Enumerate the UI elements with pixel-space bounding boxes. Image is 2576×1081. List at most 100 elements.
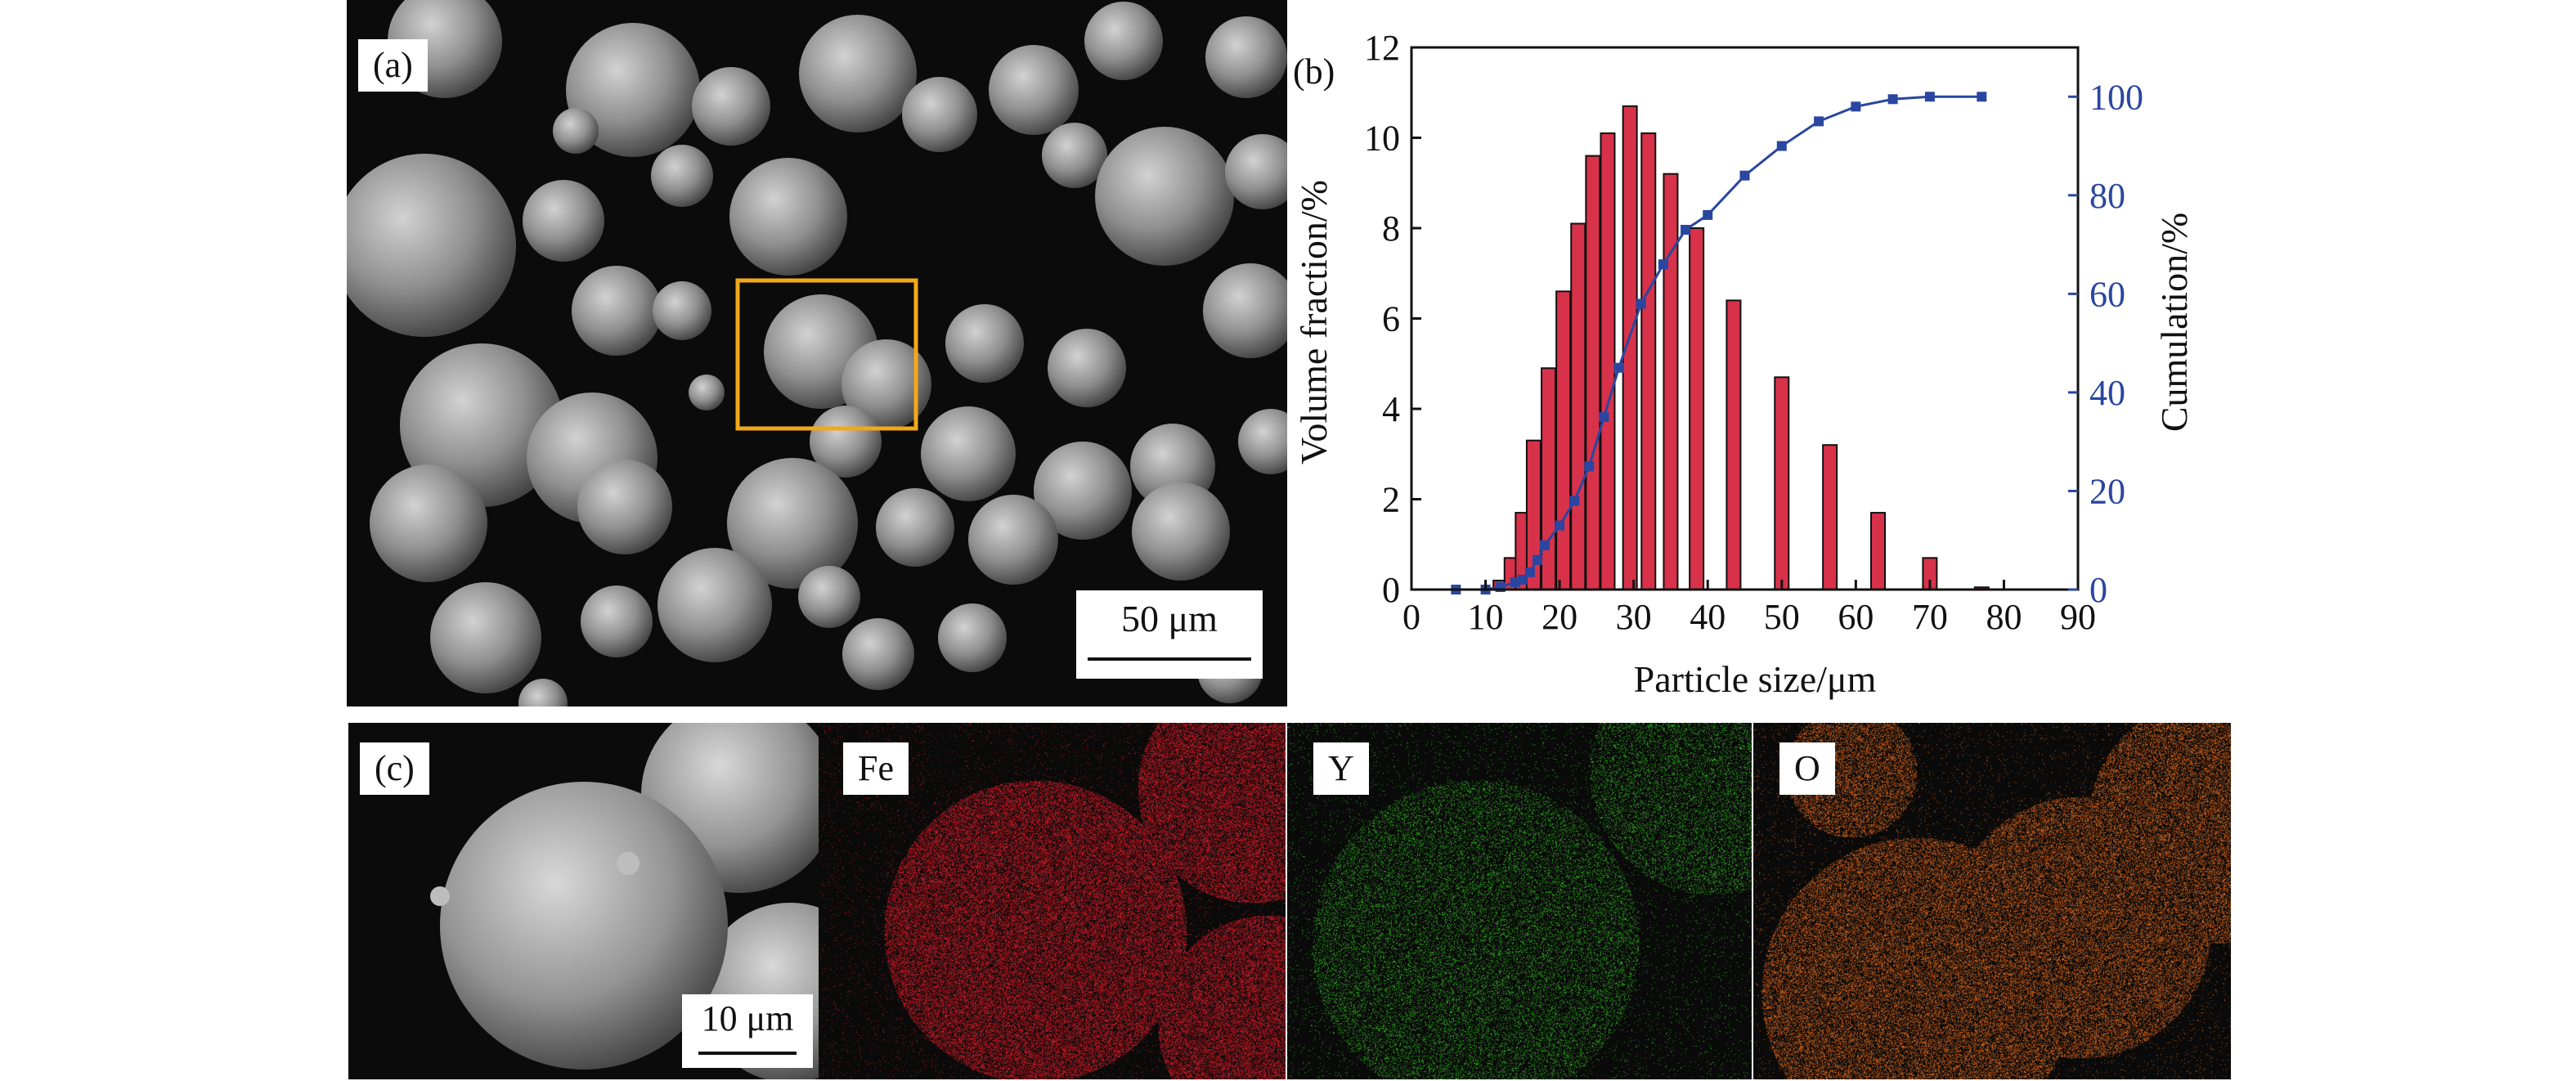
panel-c-scale-text: 10 μm: [701, 998, 794, 1038]
eds-map-o-label: O: [1779, 742, 1835, 796]
powder-particle: [1034, 442, 1132, 540]
panel-b-chart: 0 10 20 30 40 50 60 70 80 90024681012020406080100…: [1293, 28, 2188, 700]
cumulative-point: [1517, 574, 1528, 585]
y-tick-label: 12: [1364, 28, 1400, 68]
powder-particle: [370, 464, 487, 582]
histogram-bar: [1570, 222, 1586, 590]
powder-particle: [581, 585, 653, 657]
powder-particle: [657, 548, 772, 662]
powder-particle: [989, 45, 1079, 135]
powder-particle: [523, 180, 604, 262]
x-tick-label: 90: [2060, 597, 2096, 637]
histogram-bar: [1555, 290, 1572, 590]
y2-axis-label: Cumulation/%: [2153, 213, 2188, 432]
powder-particle: [1132, 482, 1230, 581]
panel-a-scale-text: 50 μm: [1121, 598, 1218, 639]
cumulative-point: [1532, 554, 1542, 565]
sem-powder-micrograph: [347, 0, 1287, 706]
histogram-bar: [1689, 227, 1705, 590]
x-tick-label: 80: [1986, 597, 2022, 637]
panel-c-sem-image: (c) 10 μm: [348, 723, 819, 1079]
cumulative-point: [1658, 259, 1668, 270]
highlight-box: [735, 278, 918, 431]
cumulative-point: [1555, 520, 1565, 531]
histogram-bar: [1663, 173, 1679, 590]
powder-particle: [799, 15, 917, 132]
y-axis-label: Volume fraction/%: [1293, 180, 1335, 464]
powder-particle: [651, 145, 713, 207]
cumulative-point: [1569, 496, 1580, 506]
panel-a-label: (a): [358, 39, 428, 92]
y2-tick-label: 20: [2089, 471, 2125, 511]
x-tick-label: 70: [1912, 597, 1948, 637]
x-axis-label: Particle size/μm: [1634, 658, 1877, 700]
powder-particle: [842, 618, 914, 690]
powder-particle: [798, 566, 860, 628]
satellite-particle: [617, 852, 640, 875]
cumulative-point: [1636, 298, 1646, 309]
y2-tick-label: 100: [2089, 77, 2143, 117]
histogram-bar: [1600, 132, 1616, 591]
panel-b-label: (b): [1293, 52, 1335, 92]
cumulative-point: [1739, 170, 1750, 181]
x-tick-label: 40: [1690, 597, 1726, 637]
y-tick-label: 4: [1382, 389, 1400, 429]
histogram-bars: [1492, 105, 1990, 591]
cumulative-point: [1524, 567, 1535, 577]
panel-a-scale-bar: 50 μm: [1076, 590, 1263, 679]
y2-tick-label: 80: [2089, 176, 2125, 216]
histogram-bar: [1774, 376, 1790, 590]
cumulative-point: [1887, 94, 1898, 105]
y-tick-label: 8: [1382, 209, 1400, 249]
powder-particle: [518, 679, 568, 706]
histogram-bar: [1870, 512, 1886, 591]
powder-particle: [553, 108, 599, 154]
cumulative-point: [1851, 101, 1861, 112]
cumulative-point: [1814, 116, 1824, 127]
cumulative-point: [1977, 92, 1987, 102]
x-tick-label: 60: [1838, 597, 1874, 637]
y-tick-label: 0: [1382, 570, 1400, 610]
powder-particle: [577, 460, 672, 554]
powder-particle: [1042, 123, 1107, 188]
cumulative-point: [1599, 412, 1609, 423]
powder-particle: [347, 154, 516, 337]
y2-tick-label: 40: [2089, 373, 2125, 413]
cumulative-point: [1584, 461, 1595, 472]
panel-a-sem-image: (a) 50 μm: [347, 0, 1287, 706]
powder-particle: [1084, 2, 1163, 80]
powder-particle: [1095, 127, 1234, 266]
cumulative-point: [1924, 92, 1935, 102]
x-tick-label: 0: [1402, 597, 1420, 637]
sem-single-particle: [430, 723, 819, 1079]
powder-particle: [938, 603, 1007, 672]
powder-particle: [430, 582, 541, 693]
cumulative-point: [1540, 540, 1550, 550]
histogram-bar: [1640, 132, 1657, 591]
powder-particle: [689, 375, 725, 410]
powder-particle: [1203, 263, 1287, 358]
powder-particle: [945, 304, 1024, 383]
plot-frame: [1410, 46, 2080, 591]
panel-c-scale-bar: 10 μm: [682, 994, 813, 1068]
panel-c-scale-line: [698, 1052, 797, 1055]
eds-map-fe-label: Fe: [843, 742, 909, 796]
eds-map-y-label: Y: [1313, 742, 1369, 796]
y-tick-label: 2: [1382, 480, 1400, 520]
powder-particle: [1048, 329, 1126, 407]
powder-particle: [653, 281, 711, 340]
x-tick-label: 20: [1542, 597, 1577, 637]
cumulative-point: [1613, 362, 1624, 373]
powder-particle: [810, 406, 882, 478]
powder-particle: [968, 495, 1058, 585]
powder-particle: [1238, 409, 1287, 474]
x-tick-label: 10: [1468, 597, 1504, 637]
satellite-particle: [430, 886, 450, 906]
cumulative-point: [1776, 141, 1787, 151]
eds-map-fe: Fe: [819, 723, 1286, 1079]
powder-particle: [1225, 134, 1287, 209]
y-tick-label: 6: [1382, 299, 1400, 339]
main-particle: [440, 782, 728, 1070]
histogram-bar: [1541, 367, 1557, 590]
powder-particle: [566, 23, 700, 157]
